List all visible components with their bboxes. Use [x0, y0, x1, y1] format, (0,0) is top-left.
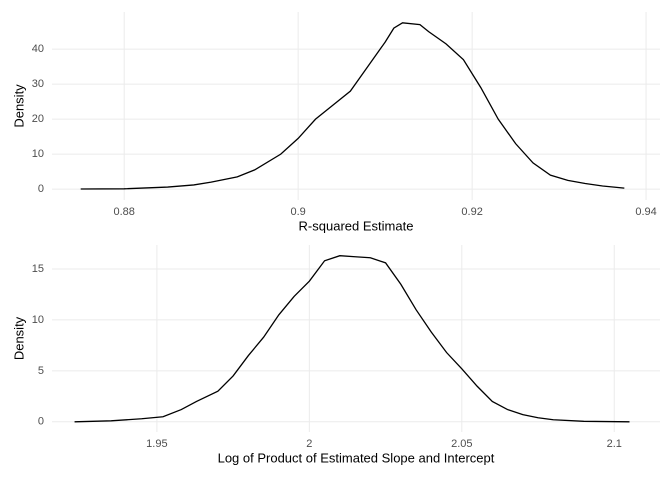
x-tick-label: 2.05	[451, 438, 472, 450]
x-tick-label: 0.94	[635, 206, 656, 218]
x-axis-label: Log of Product of Estimated Slope and In…	[218, 450, 495, 465]
x-tick-label: 0.9	[291, 206, 306, 218]
x-tick-label: 1.95	[146, 438, 167, 450]
y-tick-label: 0	[38, 183, 44, 195]
x-axis-label: R-squared Estimate	[299, 218, 414, 233]
x-tick-label: 0.92	[461, 206, 482, 218]
x-tick-label: 0.88	[113, 206, 134, 218]
y-tick-label: 20	[32, 113, 44, 125]
y-axis-label: Density	[11, 316, 26, 360]
density-line	[80, 22, 625, 190]
y-tick-label: 10	[32, 314, 44, 326]
y-tick-label: 5	[38, 365, 44, 377]
y-tick-label: 40	[32, 43, 44, 55]
x-tick-label: 2	[306, 438, 312, 450]
x-tick-label: 2.1	[607, 438, 622, 450]
density-line	[74, 255, 630, 423]
y-tick-label: 15	[32, 263, 44, 275]
y-tick-label: 30	[32, 78, 44, 90]
y-tick-label: 10	[32, 148, 44, 160]
y-axis-label: Density	[11, 84, 26, 128]
y-tick-label: 0	[38, 416, 44, 428]
